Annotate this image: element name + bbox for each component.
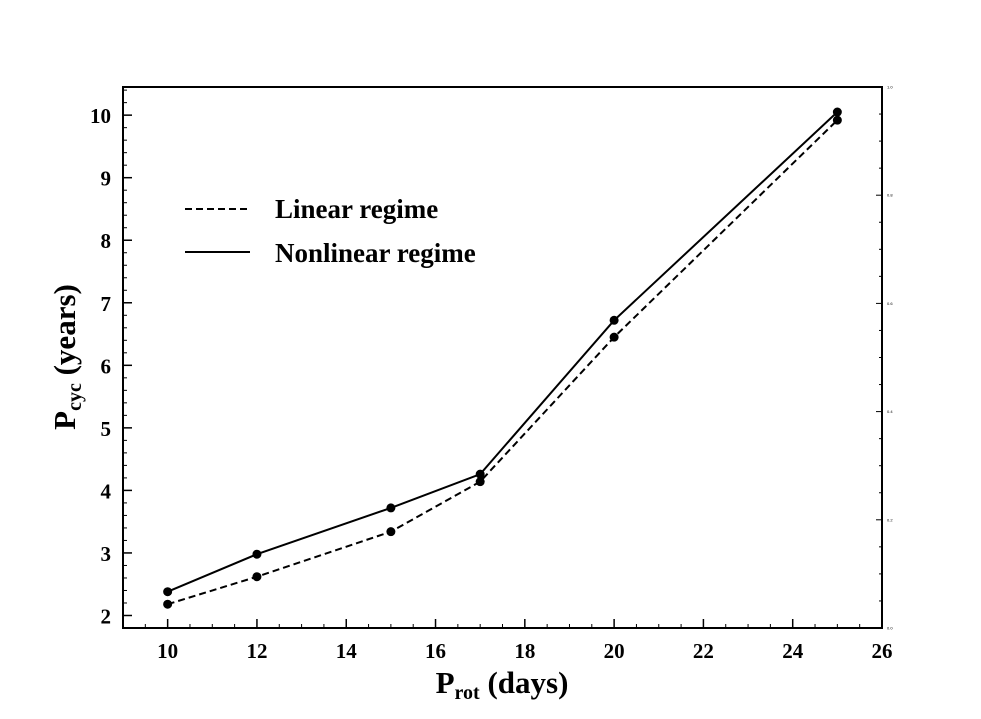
y-tick-label: 6 (101, 354, 112, 378)
x-tick-label: 10 (157, 639, 178, 663)
plot-frame (122, 86, 883, 629)
x-tick-label: 18 (514, 639, 535, 663)
data-point-nonlinear (163, 587, 173, 597)
y-tick-label: 4 (101, 479, 112, 503)
y-tick-label: 7 (101, 292, 112, 316)
x-tick-label: 12 (246, 639, 267, 663)
data-point-linear (252, 572, 262, 582)
right-tick-label: 1.0 (887, 85, 893, 90)
right-tick-label: 0.4 (887, 409, 893, 414)
x-axis-title: Prot (days) (436, 665, 569, 704)
y-tick-label: 9 (101, 167, 112, 191)
data-point-linear (163, 599, 173, 609)
y-tick-label: 5 (101, 417, 112, 441)
axis-tick-labels: 10 12 14 16 18 20 22 24 26 2 3 4 5 6 7 8 9 10 0.0 0.2 0.4 0.6… (90, 85, 893, 664)
data-point-linear (475, 477, 485, 487)
axis-ticks (122, 86, 883, 629)
y-tick-label: 8 (101, 229, 112, 253)
right-tick-label: 0.0 (887, 626, 893, 631)
x-axis-title-rest: (days) (480, 665, 569, 700)
series-line-nonlinear (167, 111, 839, 593)
x-axis-title-main: P (436, 665, 455, 700)
x-axis-title-sub: rot (455, 682, 481, 704)
y-tick-label: 2 (101, 604, 112, 628)
data-point-nonlinear (475, 469, 485, 479)
x-tick-label: 14 (336, 639, 358, 663)
y-axis-title-sub: cyc (64, 383, 86, 411)
data-point-nonlinear (386, 503, 396, 513)
right-tick-label: 0.2 (887, 517, 893, 522)
x-tick-label: 26 (872, 639, 893, 663)
data-point-linear (832, 115, 842, 125)
right-tick-label: 0.6 (887, 301, 893, 306)
x-tick-label: 16 (425, 639, 446, 663)
y-tick-label: 10 (90, 104, 111, 128)
legend-label-linear: Linear regime (275, 194, 438, 224)
data-point-linear (609, 332, 619, 342)
series-layer (163, 107, 842, 609)
y-axis-title: Pcyc (years) (47, 284, 86, 430)
right-tick-label: 0.8 (887, 193, 893, 198)
legend: Linear regime Nonlinear regime (185, 194, 476, 268)
y-axis-title-main: P (47, 411, 82, 430)
x-tick-label: 20 (604, 639, 625, 663)
x-tick-label: 22 (693, 639, 714, 663)
data-point-nonlinear (832, 107, 842, 117)
y-axis-title-rest: (years) (47, 284, 82, 383)
legend-label-nonlinear: Nonlinear regime (275, 238, 476, 268)
series-line-linear (167, 119, 839, 606)
y-tick-label: 3 (101, 542, 112, 566)
data-point-linear (386, 527, 396, 537)
x-tick-label: 24 (782, 639, 804, 663)
data-point-nonlinear (252, 549, 262, 559)
data-point-nonlinear (609, 315, 619, 325)
